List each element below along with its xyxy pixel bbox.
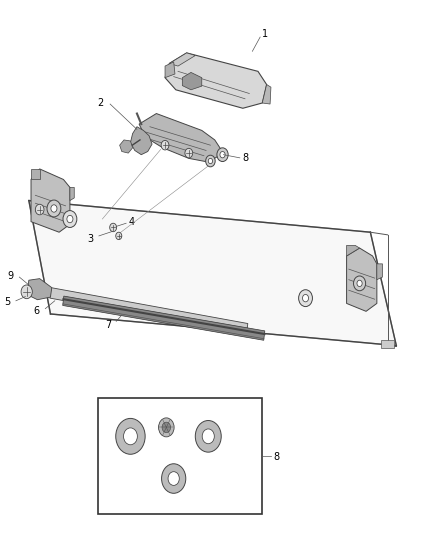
Circle shape [208,158,212,164]
Polygon shape [50,288,248,334]
Circle shape [116,232,122,240]
Circle shape [159,418,174,437]
Circle shape [303,294,308,302]
Polygon shape [31,169,70,232]
Text: 7: 7 [105,319,111,329]
Circle shape [51,205,57,212]
Text: 3: 3 [88,233,94,244]
Circle shape [299,290,312,306]
Text: 8: 8 [273,453,279,463]
Circle shape [185,148,193,158]
Polygon shape [165,53,267,108]
Polygon shape [377,264,382,280]
Circle shape [110,223,117,232]
Polygon shape [165,62,175,78]
Polygon shape [63,296,265,340]
Polygon shape [346,248,377,311]
Text: 6: 6 [34,306,40,316]
Text: 2: 2 [97,98,103,108]
Circle shape [47,200,61,217]
Circle shape [67,215,73,223]
Circle shape [162,464,186,494]
Circle shape [161,140,169,150]
Circle shape [220,151,225,158]
Bar [381,341,394,348]
Text: 1: 1 [262,29,268,39]
Circle shape [168,472,179,486]
Polygon shape [346,245,360,256]
Circle shape [357,280,362,287]
Text: 8: 8 [242,154,248,164]
Bar [98,398,262,514]
Text: 4: 4 [128,217,134,227]
Polygon shape [170,53,195,66]
Circle shape [217,148,228,161]
Polygon shape [29,200,396,345]
Polygon shape [139,114,223,162]
Circle shape [21,285,32,298]
Text: 5: 5 [4,297,11,307]
Polygon shape [27,279,52,300]
Polygon shape [182,72,202,90]
Circle shape [206,155,215,167]
Polygon shape [31,169,40,180]
Polygon shape [70,188,74,200]
Circle shape [162,422,171,433]
Circle shape [124,428,138,445]
Circle shape [63,211,77,228]
Circle shape [195,421,221,452]
Circle shape [35,204,44,215]
Circle shape [202,429,214,443]
Circle shape [353,276,366,291]
Circle shape [116,418,145,454]
Text: 9: 9 [7,271,14,281]
Polygon shape [131,127,152,155]
Polygon shape [120,140,133,153]
Polygon shape [262,85,271,104]
